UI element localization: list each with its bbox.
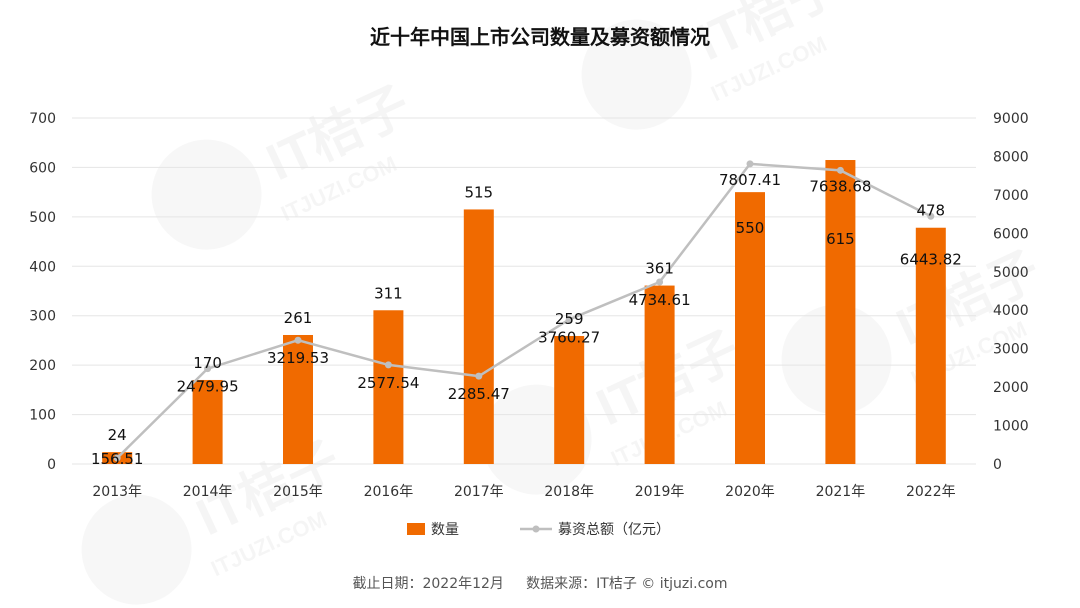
y-right-tick-label: 5000 [993,265,1029,281]
line-data-label: 7638.68 [809,177,871,195]
line-point [836,166,844,174]
line-point [927,212,935,220]
bar [644,285,675,464]
y-right-tick-label: 6000 [993,226,1029,242]
x-tick-label: 2022年 [906,484,956,500]
line-series [113,160,935,462]
bar-data-label: 311 [374,284,403,302]
bar-data-label: 478 [916,202,945,220]
bar [283,334,313,464]
bar-data-label: 259 [555,310,584,328]
line-data-label: 4734.61 [629,291,691,309]
y-right-tick-label: 1000 [993,419,1029,435]
bar-data-label: 261 [284,309,313,327]
bar [554,335,585,464]
x-tick-label: 2016年 [364,484,414,500]
y-left-tick-label: 500 [29,210,56,226]
watermark-logo-icon [563,1,709,147]
legend: 数量 募资总额（亿元） [407,522,670,538]
y-left-tick-label: 700 [29,111,56,127]
x-tick-label: 2014年 [183,484,233,500]
line-point [565,315,573,323]
y-right-tick-label: 9000 [993,111,1029,127]
line-point [384,361,392,369]
line-path [116,162,932,459]
line-point [746,160,754,168]
x-axis: 2013年 2014年 2015年 2016年 2017年 2018年 2019年 2020年… [92,484,955,500]
line-data-label: 2285.47 [448,385,510,403]
y-axis-left: 0 100 200 300 400 500 600 700 [29,111,56,473]
y-right-tick-label: 0 [993,457,1002,473]
x-tick-label: 2018年 [544,484,594,500]
line-data-label: 7807.41 [719,171,781,189]
footnote: 截止日期：2022年12月 数据来源：IT桔子 © itjuzi.com [352,576,727,592]
line-point [113,454,121,462]
line-point [656,278,664,286]
bar-data-label: 615 [826,230,855,248]
x-tick-label: 2020年 [725,484,775,500]
watermark: IT桔子 ITJUZI.COM IT桔子 ITJUZI.COM IT桔子 ITJ… [63,0,1062,608]
y-right-tick-label: 2000 [993,380,1029,396]
legend-bar-label: 数量 [431,522,459,538]
bar-data-label: 550 [736,219,765,237]
y-left-tick-label: 600 [29,160,56,176]
chart-title: 近十年中国上市公司数量及募资额情况 [370,25,710,49]
bar [915,227,946,464]
data-labels: 24 170 261 311 515 259 361 550 615 478 156.51 2479.… [91,171,962,468]
legend-line-marker [532,525,540,533]
y-left-tick-label: 300 [29,309,56,325]
watermark-logo-icon [133,121,279,267]
line-point [204,365,212,373]
bar-data-label: 170 [193,354,222,372]
x-tick-label: 2019年 [635,484,685,500]
line-data-label: 6443.82 [900,250,962,268]
y-right-tick-label: 3000 [993,342,1029,358]
line-data-label: 2479.95 [177,378,239,396]
y-right-tick-label: 7000 [993,188,1029,204]
bar-data-label: 515 [464,183,493,201]
bar [192,379,223,464]
line-data-label: 3219.53 [267,349,329,367]
line-point [294,336,302,344]
line-point [475,372,483,380]
bar [735,192,765,464]
y-right-tick-label: 4000 [993,303,1029,319]
bar-data-label: 361 [645,260,674,278]
line-data-label: 156.51 [91,450,144,468]
y-right-tick-label: 8000 [993,149,1029,165]
bar [463,209,494,464]
y-left-tick-label: 100 [29,408,56,424]
bar-series [102,160,946,464]
y-left-tick-label: 0 [47,457,56,473]
y-left-tick-label: 400 [29,259,56,275]
x-tick-label: 2015年 [273,484,323,500]
x-tick-label: 2021年 [816,484,866,500]
legend-line-label: 募资总额（亿元） [558,522,670,538]
bar [373,310,404,464]
line-data-label: 2577.54 [357,374,419,392]
y-axis-right: 0 1000 2000 3000 4000 5000 6000 7000 8000 9000 [993,111,1029,473]
legend-bar-swatch [407,523,425,535]
bar [825,160,856,464]
bar-data-label: 24 [108,426,127,444]
x-tick-label: 2013年 [92,484,142,500]
y-left-tick-label: 200 [29,358,56,374]
line-data-label: 3760.27 [538,328,600,346]
x-tick-label: 2017年 [454,484,504,500]
